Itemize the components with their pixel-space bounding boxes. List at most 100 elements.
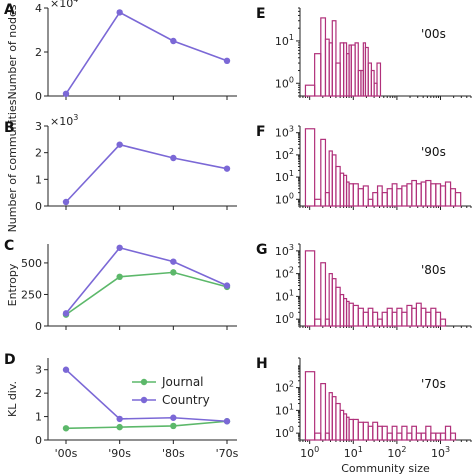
- histogram-bar: [401, 425, 408, 441]
- panel-label-B: B: [4, 120, 15, 136]
- data-point-country: [62, 90, 70, 98]
- histogram-bar: [439, 318, 447, 327]
- histogram-bar: [335, 62, 341, 97]
- histogram-bar: [435, 311, 442, 327]
- histogram-bar: [314, 432, 322, 441]
- histogram-bar: [320, 262, 327, 327]
- histogram-bar: [367, 198, 374, 207]
- data-point-country: [223, 282, 231, 289]
- panel-D: D 0 1 2 3 '00s '90s '80s '70s KL div. Journal Count…: [4, 352, 239, 460]
- decade-annotation: '00s: [421, 27, 446, 41]
- series-line-country: [65, 246, 228, 314]
- ytick-label: 101: [275, 169, 294, 184]
- histogram-bar: [415, 432, 422, 441]
- histogram-bar: [304, 128, 316, 207]
- ytick-label: 0: [35, 434, 42, 447]
- histogram-bar: [362, 311, 369, 327]
- data-point-country: [170, 37, 177, 45]
- histogram-bar: [367, 307, 374, 327]
- ytick-label: 3: [35, 364, 42, 377]
- xtick-label: 101: [344, 445, 363, 460]
- histogram-bar: [406, 432, 413, 441]
- histogram-bar: [348, 302, 354, 327]
- histogram-bar: [376, 425, 383, 441]
- histogram-bar: [391, 425, 398, 441]
- ytick-label: 100: [275, 311, 294, 326]
- data-point-country: [116, 415, 123, 423]
- ytick-label: 102: [275, 147, 294, 162]
- ytick-label: 2: [35, 46, 42, 59]
- panel-label-E: E: [256, 6, 266, 22]
- histogram-bar: [304, 371, 316, 441]
- ytick-label: 102: [275, 380, 294, 395]
- y-axis-label: Number of communities: [6, 99, 19, 232]
- histogram-bar: [352, 304, 359, 327]
- histogram-bar: [314, 198, 322, 207]
- histogram-bar: [406, 304, 413, 327]
- y-axis-label: Entropy: [6, 263, 19, 306]
- histogram-bar: [314, 53, 322, 97]
- panel-label-G: G: [256, 242, 268, 258]
- histogram-bar: [367, 425, 374, 441]
- histogram-bar: [411, 179, 418, 207]
- data-point-country: [62, 198, 70, 206]
- histogram-bar: [352, 183, 359, 207]
- data-point-country: [223, 165, 231, 172]
- histogram-bar: [425, 425, 432, 441]
- ytick-label: 0: [35, 320, 42, 333]
- axes-A: [47, 8, 237, 97]
- ytick-label: 2: [35, 387, 42, 400]
- histogram-bar: [348, 418, 354, 441]
- histogram-bar: [449, 432, 457, 441]
- ytick-label: 1: [35, 173, 42, 186]
- y-axis-label: Number of nodes: [6, 4, 19, 99]
- data-point-country: [116, 9, 123, 16]
- histogram-bar: [406, 183, 413, 207]
- panel-label-H: H: [256, 356, 268, 372]
- histogram-bar: [391, 311, 398, 327]
- ytick-label: 250: [21, 288, 42, 301]
- histogram-bar: [425, 311, 432, 327]
- panel-E: E 100 101 '00s: [256, 6, 472, 100]
- histogram-bar: [372, 311, 379, 327]
- panel-F: F 100 101 102 103 '90s: [256, 124, 472, 210]
- ytick-label: 101: [275, 288, 294, 303]
- histogram-bar: [444, 425, 452, 441]
- ytick-label: 101: [275, 402, 294, 417]
- ytick-label: 3: [35, 120, 42, 133]
- histogram-bar: [420, 432, 427, 441]
- xtick-label: 102: [387, 445, 406, 460]
- histogram-bar: [401, 311, 408, 327]
- ytick-label: 0: [35, 90, 42, 103]
- legend-label-country: Country: [162, 393, 210, 407]
- histogram-bar: [386, 432, 393, 441]
- data-point-country: [170, 258, 177, 265]
- xtick-label: '80s: [162, 447, 185, 460]
- histogram-bar: [381, 425, 388, 441]
- data-point-country: [170, 414, 177, 421]
- histogram-bar: [396, 307, 403, 327]
- panel-label-A: A: [4, 2, 15, 18]
- panel-A: A 0 2 4 Number of nodes ×104: [4, 0, 237, 103]
- histogram-bar: [435, 432, 442, 441]
- panel-label-C: C: [4, 238, 14, 254]
- xtick-label: '90s: [108, 447, 131, 460]
- series-line-country: [65, 11, 228, 95]
- x-axis-label: Community size: [341, 462, 430, 475]
- histogram-bar: [357, 307, 364, 327]
- xtick-label: '00s: [55, 447, 78, 460]
- histogram-bar: [304, 84, 316, 97]
- ytick-label: 100: [275, 425, 294, 440]
- histogram-bar: [430, 307, 437, 327]
- data-point-journal: [116, 423, 123, 431]
- data-point-country: [170, 154, 177, 162]
- histogram-bar: [352, 418, 359, 441]
- histogram-bar: [420, 307, 427, 327]
- data-point-journal: [170, 422, 177, 430]
- panel-label-F: F: [256, 124, 266, 140]
- histogram-bar: [401, 185, 408, 207]
- data-point-country: [223, 57, 231, 64]
